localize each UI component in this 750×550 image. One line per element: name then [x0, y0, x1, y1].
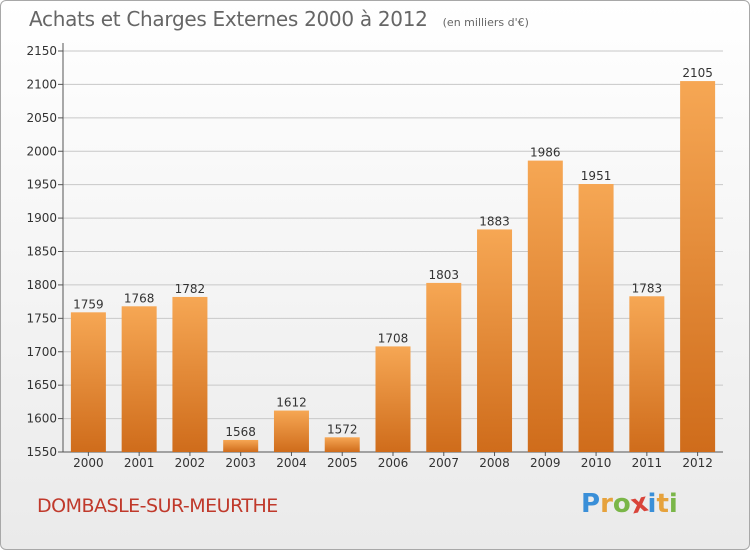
bar-2001	[121, 306, 157, 452]
data-label-2006: 1708	[378, 331, 409, 345]
x-tick-labels: 2000 2001 2002 2003 2004 2005 2006 2007 2008 2009…	[73, 452, 713, 470]
data-label-2007: 1803	[428, 268, 459, 282]
x-tick-label: 2003	[225, 456, 256, 470]
bar-2007	[426, 282, 462, 452]
data-label-2011: 1783	[632, 281, 663, 295]
chart-title: Achats et Charges Externes 2000 à 2012	[29, 7, 428, 31]
bar-2006	[375, 346, 411, 452]
data-label-2008: 1883	[479, 214, 510, 228]
bars	[70, 81, 716, 452]
x-tick-label: 2001	[124, 456, 155, 470]
data-label-2000: 1759	[73, 297, 104, 311]
chart-subtitle: (en milliers d'€)	[442, 16, 529, 29]
logo-letter: i	[668, 489, 678, 519]
y-tick-label: 1650	[26, 378, 57, 392]
x-tick-label: 2005	[327, 456, 358, 470]
y-tick-label: 1600	[26, 412, 57, 426]
bar-2012	[680, 81, 716, 452]
bar-2004	[273, 410, 309, 452]
y-tick-label: 1800	[26, 278, 57, 292]
data-labels: 1759 1768 1782 1568 1612 1572 1708 1803 1883 1986…	[73, 66, 713, 439]
y-tick-label: 1750	[26, 311, 57, 325]
data-label-2010: 1951	[581, 169, 612, 183]
y-tick-label: 2050	[26, 111, 57, 125]
bar-chart: 1759 1768 1782 1568 1612 1572 1708 1803 1883 1986…	[26, 43, 723, 470]
x-tick-label: 2012	[682, 456, 713, 470]
data-label-2009: 1986	[530, 146, 561, 160]
data-label-2002: 1782	[175, 282, 206, 296]
bar-2011	[629, 296, 665, 452]
data-label-2012: 2105	[682, 66, 713, 80]
logo-letter: r	[600, 489, 613, 519]
bar-2005	[324, 437, 360, 452]
data-label-2004: 1612	[276, 396, 307, 410]
bar-2003	[223, 439, 259, 452]
x-tick-label: 2008	[479, 456, 510, 470]
x-tick-label: 2000	[73, 456, 104, 470]
y-tick-labels: 1550 1600 1650 1700 1750 1800 1850 1900 1950 2000…	[26, 44, 57, 459]
bar-2000	[70, 312, 106, 452]
data-label-2005: 1572	[327, 422, 358, 436]
bar-2010	[578, 183, 614, 452]
logo-letter: t	[656, 489, 669, 519]
y-tick-label: 1700	[26, 345, 57, 359]
bar-2009	[527, 160, 563, 452]
x-tick-label: 2009	[530, 456, 561, 470]
y-tick-label: 1900	[26, 211, 57, 225]
y-tick-label: 1850	[26, 245, 57, 259]
y-tick-label: 2000	[26, 144, 57, 158]
bar-2002	[172, 296, 208, 452]
commune-name: DOMBASLE-SUR-MEURTHE	[37, 495, 278, 517]
x-tick-label: 2002	[175, 456, 206, 470]
data-label-2003: 1568	[225, 425, 256, 439]
x-tick-label: 2006	[378, 456, 409, 470]
logo-letter: P	[581, 489, 601, 519]
y-tick-label: 2150	[26, 44, 57, 58]
title-row: Achats et Charges Externes 2000 à 2012 (…	[29, 7, 529, 31]
proxiti-logo: Proxiti	[581, 488, 678, 521]
logo-letter: o	[612, 489, 631, 519]
y-tick-label: 2100	[26, 77, 57, 91]
x-tick-label: 2011	[632, 456, 663, 470]
logo-letter: i	[647, 489, 657, 519]
x-tick-label: 2010	[581, 456, 612, 470]
x-tick-label: 2004	[276, 456, 307, 470]
y-tick-label: 1950	[26, 178, 57, 192]
bar-2008	[477, 229, 513, 452]
y-tick-label: 1550	[26, 445, 57, 459]
data-label-2001: 1768	[124, 291, 155, 305]
x-tick-label: 2007	[428, 456, 459, 470]
